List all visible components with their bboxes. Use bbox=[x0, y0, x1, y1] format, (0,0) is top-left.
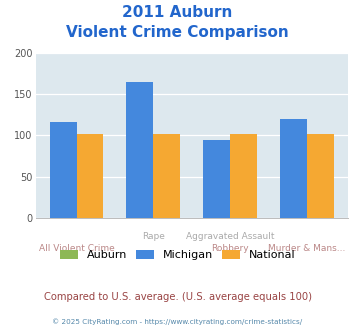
Text: Aggravated Assault: Aggravated Assault bbox=[186, 232, 274, 241]
Bar bbox=[203, 140, 230, 218]
Text: Violent Crime Comparison: Violent Crime Comparison bbox=[66, 25, 289, 40]
Text: © 2025 CityRating.com - https://www.cityrating.com/crime-statistics/: © 2025 CityRating.com - https://www.city… bbox=[53, 318, 302, 325]
Bar bbox=[280, 119, 307, 218]
Text: Compared to U.S. average. (U.S. average equals 100): Compared to U.S. average. (U.S. average … bbox=[44, 292, 311, 302]
Text: All Violent Crime: All Violent Crime bbox=[39, 244, 114, 253]
Bar bbox=[153, 134, 180, 218]
Bar bbox=[126, 82, 153, 218]
Text: Murder & Mans...: Murder & Mans... bbox=[268, 244, 345, 253]
Bar bbox=[230, 134, 257, 218]
Bar bbox=[77, 134, 103, 218]
Legend: Auburn, Michigan, National: Auburn, Michigan, National bbox=[60, 250, 295, 260]
Bar bbox=[307, 134, 334, 218]
Text: 2011 Auburn: 2011 Auburn bbox=[122, 5, 233, 20]
Text: Rape: Rape bbox=[142, 232, 165, 241]
Text: Robbery: Robbery bbox=[211, 244, 249, 253]
Bar bbox=[50, 122, 77, 218]
